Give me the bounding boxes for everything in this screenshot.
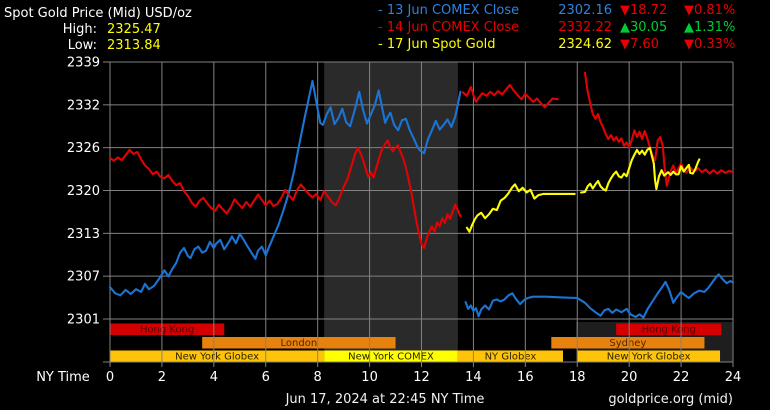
x-axis-label: 0 [106, 370, 114, 385]
y-axis-label: 2332 [67, 98, 100, 113]
x-axis-label: 8 [314, 370, 322, 385]
legend-change-pct: ▼0.81% [684, 3, 736, 18]
legend-value: 2324.62 [558, 37, 612, 52]
y-axis-label: 2326 [67, 141, 100, 156]
session-bar [551, 337, 705, 349]
price-line [108, 79, 462, 297]
session-bar [110, 323, 225, 335]
legend-value: 2332.22 [558, 20, 612, 35]
session-bar-label: Hong Kong [642, 325, 696, 336]
session-bar [457, 350, 563, 362]
legend-change: ▼7.60 [620, 37, 659, 52]
session-bar [110, 350, 325, 362]
y-axis-label: 2339 [67, 56, 100, 71]
source-link[interactable]: goldprice.org (mid) [608, 392, 733, 407]
price-line [580, 146, 701, 194]
comex-session-band [324, 62, 458, 362]
price-line [464, 273, 735, 319]
x-axis-label: 24 [725, 370, 742, 385]
session-bar [202, 337, 396, 349]
price-line [461, 83, 559, 109]
legend: - 13 Jun COMEX Close 2302.16 ▼18.72 ▼0.8… [0, 0, 770, 58]
session-bar-label: London [281, 338, 318, 349]
session-bar [577, 350, 721, 362]
session-bar-label: Sydney [609, 338, 646, 349]
timestamp: Jun 17, 2024 at 22:45 NY Time [285, 392, 485, 407]
session-bar-label: NY Globex [485, 352, 537, 363]
legend-label: - 14 Jun COMEX Close [378, 20, 520, 35]
x-axis-title: NY Time [36, 370, 90, 385]
session-bar [324, 350, 458, 362]
y-axis-label: 2320 [67, 184, 100, 199]
session-bar-label: New York Globex [175, 352, 259, 363]
legend-change-pct: ▲1.31% [684, 20, 736, 35]
y-axis-label: 2301 [67, 313, 100, 328]
low-label: Low: [67, 38, 97, 53]
legend-label: - 13 Jun COMEX Close [378, 3, 520, 18]
price-line [583, 71, 735, 187]
x-axis-label: 22 [673, 370, 690, 385]
session-bar-label: Hong Kong [140, 325, 194, 336]
x-axis-label: 4 [210, 370, 218, 385]
legend-change: ▼18.72 [620, 3, 668, 18]
high-value: 2325.47 [107, 22, 161, 37]
session-bar [616, 323, 722, 335]
legend-change-pct: ▼0.33% [684, 37, 736, 52]
session-bar-label: New York Globex [607, 352, 691, 363]
x-axis-label: 18 [569, 370, 586, 385]
price-line [108, 139, 462, 250]
x-axis-label: 14 [465, 370, 482, 385]
y-axis-label: 2313 [67, 227, 100, 242]
y-axis-label: 2307 [67, 270, 100, 285]
session-bar-label: New York COMEX [348, 352, 434, 363]
high-label: High: [62, 22, 97, 37]
price-line [465, 183, 576, 233]
low-value: 2313.84 [107, 38, 161, 53]
legend-label: - 17 Jun Spot Gold [378, 37, 496, 52]
x-axis-label: 2 [158, 370, 166, 385]
x-axis-label: 20 [621, 370, 638, 385]
legend-value: 2302.16 [558, 3, 612, 18]
x-axis-label: 12 [413, 370, 430, 385]
x-axis-label: 6 [262, 370, 270, 385]
x-axis-label: 16 [517, 370, 534, 385]
page-title: Spot Gold Price (Mid) USD/oz [4, 6, 192, 21]
legend-change: ▲30.05 [620, 20, 668, 35]
x-axis-label: 10 [361, 370, 378, 385]
